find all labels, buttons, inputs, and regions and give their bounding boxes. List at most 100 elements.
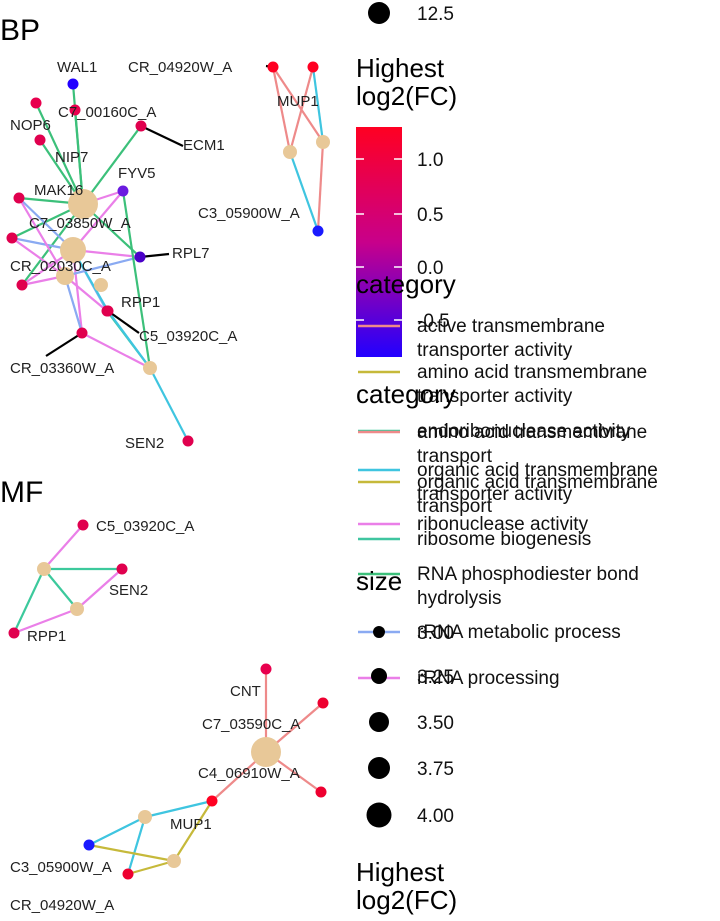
bp-edge-33 <box>316 141 325 232</box>
bp-label-cr_03360w: CR_03360W_A <box>10 360 114 377</box>
bp-category-node-p_bp2 <box>60 237 86 263</box>
bp-edge-29 <box>271 66 292 153</box>
legend-bp-label-0-1: transport <box>417 446 493 467</box>
mf-gene-node-c4_06910w <box>315 786 327 798</box>
bp-leader-c5_03920c <box>107 310 140 334</box>
mf-label-rpp1: RPP1 <box>27 628 66 645</box>
legend-color-tick-label-2: 0.0 <box>417 258 443 279</box>
mf-edge-4 <box>13 607 78 635</box>
bp-label-wal1: WAL1 <box>57 59 97 76</box>
mf-edge-15 <box>127 859 175 876</box>
bp-edge-19 <box>11 237 66 277</box>
bp-label-c3_05900w: C3_05900W_A <box>198 205 300 222</box>
legend-size-dot-4 <box>366 802 392 828</box>
mf-category-node-p_mf4 <box>138 810 152 824</box>
bp-edge-2 <box>73 109 85 205</box>
bp-gene-node-rpl7 <box>134 251 146 263</box>
legend-color-title-line-1: log2(FC) <box>356 81 457 111</box>
legend-size-dot-top <box>368 2 390 24</box>
bp-edge-3 <box>82 125 142 205</box>
mf-gene-node-sen2 <box>116 563 128 575</box>
bp-gene-node-mak16 <box>13 192 25 204</box>
legend-size-label-0: 3.00 <box>417 623 454 644</box>
legend-mf-label-0-1: transporter activity <box>417 340 573 361</box>
bp-edge-9 <box>21 203 84 286</box>
bp-edge-27 <box>81 332 151 369</box>
mf-edge-13 <box>173 800 213 862</box>
mf-category-node-p_mf5 <box>167 854 181 868</box>
legend-size-title: size <box>356 566 402 596</box>
mf-edge-3 <box>76 568 123 610</box>
legend-mf-label-3-1: transporter activity <box>417 484 573 505</box>
mf-gene-node-c3_05900w <box>83 839 95 851</box>
bp-edge-20 <box>64 255 141 278</box>
legend-bottom-title-line-0: Highest <box>356 857 445 887</box>
mf-edge-10 <box>144 799 213 819</box>
mf-gene-node-rpp1 <box>8 627 20 639</box>
mf-gene-node-cr_04920w <box>122 868 134 880</box>
mf-edge-layer <box>13 524 324 876</box>
mf-node-layer <box>8 519 329 880</box>
legend-bp-label-0-0: amino acid transmembrane <box>417 422 647 443</box>
legend-size-label-4: 4.00 <box>417 806 454 827</box>
bp-gene-node-c7_00160c <box>69 104 81 116</box>
legend-bp-label-1-1: transport <box>417 496 493 517</box>
mf-gene-node-c5_03920c <box>77 519 89 531</box>
legend-bp-label-4-0: rRNA metabolic process <box>417 622 621 643</box>
mf-label-mup1: MUP1 <box>170 816 212 833</box>
bp-label-rpl7: RPL7 <box>172 245 210 262</box>
bp-edge-1 <box>35 102 84 205</box>
bp-label-c7_00160c: C7_00160C_A <box>58 104 156 121</box>
bp-label-ecm1: ECM1 <box>183 137 225 154</box>
mf-edge-11 <box>88 816 146 846</box>
bp-gene-node-cr_04920w <box>267 61 279 73</box>
mf-label-cnt: CNT <box>230 683 261 700</box>
legend-color-tick-label-3: -0.5 <box>417 311 450 332</box>
bp-label-leader-lines <box>45 64 274 357</box>
legend-bp-label-2-0: ribosome biogenesis <box>417 529 591 550</box>
mf-label-c5_03920c: C5_03920C_A <box>96 518 194 535</box>
mf-edge-14 <box>88 843 175 863</box>
legend-mf-label-1-0: amino acid transmembrane <box>417 362 647 383</box>
legend-bottom-title-line-1: log2(FC) <box>356 885 457 915</box>
bp-category-node-p_bp6 <box>283 145 297 159</box>
bp-gene-node-cr_03360w <box>76 327 88 339</box>
legend-color-tick-label-0: 1.0 <box>417 150 443 171</box>
bp-gene-node-fyv5 <box>117 185 129 197</box>
legend-mf-label-4-0: ribonuclease activity <box>417 514 589 535</box>
bp-node-layer <box>6 61 330 447</box>
mf-edge-12 <box>126 816 147 875</box>
bp-edge-18 <box>18 197 66 277</box>
bp-category-node-p_bp5 <box>143 361 157 375</box>
bp-label-fyv5: FYV5 <box>118 165 156 182</box>
mf-label-c4_06910w: C4_06910W_A <box>198 765 300 782</box>
bp-edge-22 <box>64 275 108 312</box>
bp-label-rpp1: RPP1 <box>121 294 160 311</box>
legend-mf-label-2-0: endoribonuclease activity <box>417 421 631 442</box>
bp-edge-34 <box>288 151 320 232</box>
legend-mf-label-3-0: organic acid transmembrane <box>417 460 658 481</box>
bp-label-mak16: MAK16 <box>34 182 83 199</box>
bp-label-layer: WAL1 NOP6 C7_00160C_A ECM1 NIP7 FYV5 MAK16 C7_0… <box>10 59 319 452</box>
bp-leader-cr_03360w <box>45 332 83 357</box>
bp-label-mup1: MUP1 <box>277 93 319 110</box>
mf-label-sen2: SEN2 <box>109 582 148 599</box>
mf-edge-1 <box>43 568 78 610</box>
bp-gene-node-sen2 <box>182 435 194 447</box>
bp-category-node-p_bp1 <box>68 189 98 219</box>
bp-edge-26 <box>149 367 189 442</box>
mf-edge-2 <box>13 568 45 634</box>
bp-label-cr_02030c: CR_02030C_A <box>10 258 111 275</box>
legend-category-title-bp: category <box>356 379 456 409</box>
mf-gene-node-cnt <box>260 663 272 675</box>
mf-label-cr_04920w: CR_04920W_A <box>10 897 114 914</box>
legend-size-top-label: 12.5 <box>417 4 454 25</box>
bp-edge-25 <box>107 310 151 369</box>
bp-gene-node-c5_03920c <box>102 305 114 317</box>
bp-gene-node-c3_05900w <box>312 225 324 237</box>
legend-color-bar <box>356 127 402 357</box>
bp-edge-32 <box>272 66 324 143</box>
mf-label-c7_03590c: C7_03590C_A <box>202 716 300 733</box>
legend-mf-label-1-1: transporter activity <box>417 386 573 407</box>
